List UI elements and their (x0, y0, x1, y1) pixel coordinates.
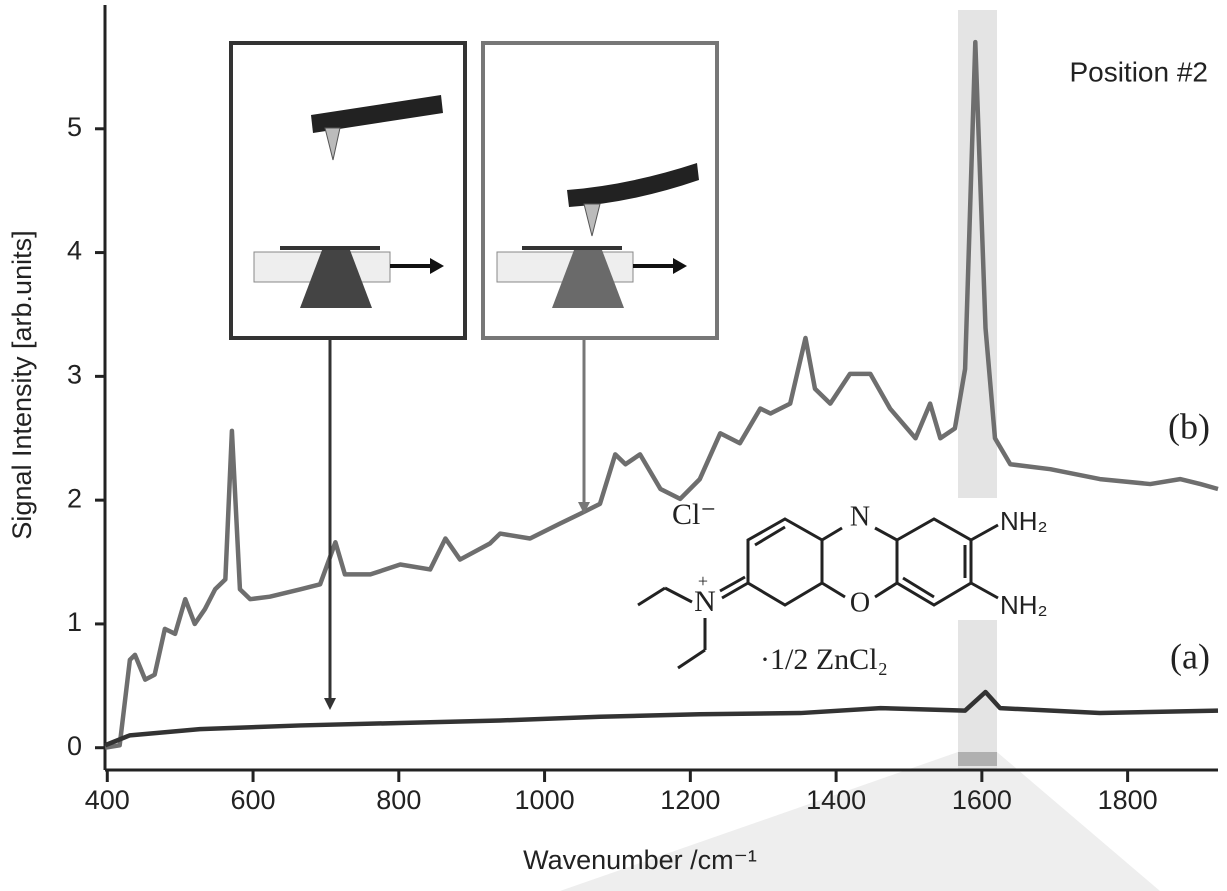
inset-far (229, 41, 467, 340)
y-axis-label: Signal Intensity [arb.units] (7, 230, 37, 539)
x-tick-label: 600 (231, 785, 276, 815)
y-tick-label: 2 (67, 483, 82, 513)
x-tick-label: 400 (85, 785, 130, 815)
series-line (104, 39, 1219, 750)
amine-label: NH₂ (1000, 590, 1048, 620)
series-line (104, 689, 1219, 748)
y-tick-label: 3 (67, 359, 82, 389)
molecule (637, 517, 999, 670)
salt-label: ·1/2 ZnCl₂ (760, 643, 888, 676)
counter-ion: Cl⁻ (672, 498, 716, 531)
y-tick-label: 4 (67, 236, 82, 266)
position-label: Position #2 (1069, 56, 1208, 87)
y-tick-label: 1 (67, 607, 82, 637)
x-tick-label: 1200 (660, 785, 720, 815)
ring-n: N (850, 501, 870, 532)
imine-n: N (694, 585, 716, 618)
x-tick-label: 1800 (1098, 785, 1158, 815)
y-tick-label: 5 (67, 112, 82, 142)
charge: + (698, 571, 708, 591)
arrows (324, 338, 590, 710)
ring-o: O (850, 587, 870, 618)
x-tick-label: 1000 (515, 785, 575, 815)
highlight-marker (958, 752, 997, 766)
plot: 0 1 2 3 4 5 400 600 800 1000 1200 1400 1600 1800 (67, 5, 1219, 815)
x-tick-label: 1600 (952, 785, 1012, 815)
x-axis-label: Wavenumber /cm⁻¹ (523, 845, 757, 875)
inset-near (481, 41, 719, 340)
zoom-wedge (560, 752, 1160, 891)
x-tick-label: 800 (376, 785, 421, 815)
amine-label: NH₂ (1000, 506, 1048, 536)
y-tick-label: 0 (67, 731, 82, 761)
x-tick-label: 1400 (806, 785, 866, 815)
series-label: (a) (1170, 636, 1210, 676)
series-label: (b) (1168, 406, 1210, 446)
